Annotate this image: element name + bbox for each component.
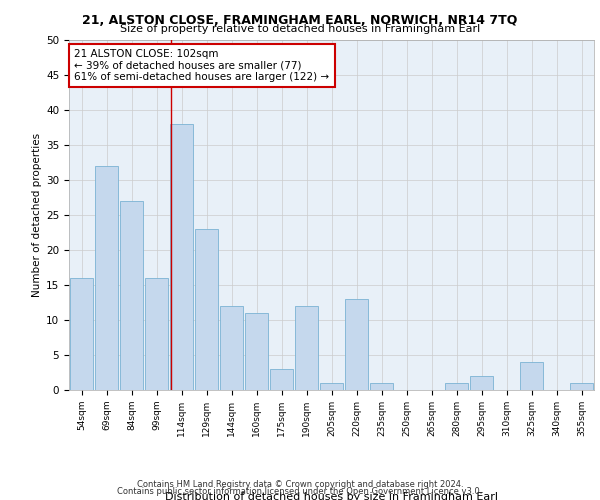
Bar — [269, 369, 293, 390]
Bar — [320, 383, 343, 390]
Bar — [95, 166, 118, 390]
Bar — [70, 278, 94, 390]
Text: 21 ALSTON CLOSE: 102sqm
← 39% of detached houses are smaller (77)
61% of semi-de: 21 ALSTON CLOSE: 102sqm ← 39% of detache… — [74, 49, 329, 82]
Text: Contains HM Land Registry data © Crown copyright and database right 2024.: Contains HM Land Registry data © Crown c… — [137, 480, 463, 489]
Bar — [569, 383, 593, 390]
Bar — [520, 362, 544, 390]
Y-axis label: Number of detached properties: Number of detached properties — [32, 133, 42, 297]
Bar — [145, 278, 169, 390]
Bar — [119, 201, 143, 390]
Bar — [470, 376, 493, 390]
Bar — [194, 229, 218, 390]
Text: Contains public sector information licensed under the Open Government Licence v3: Contains public sector information licen… — [118, 487, 482, 496]
Bar — [170, 124, 193, 390]
Text: Size of property relative to detached houses in Framingham Earl: Size of property relative to detached ho… — [120, 24, 480, 34]
Bar — [370, 383, 394, 390]
Bar — [445, 383, 469, 390]
Bar — [220, 306, 244, 390]
X-axis label: Distribution of detached houses by size in Framingham Earl: Distribution of detached houses by size … — [165, 492, 498, 500]
Bar — [344, 299, 368, 390]
Text: 21, ALSTON CLOSE, FRAMINGHAM EARL, NORWICH, NR14 7TQ: 21, ALSTON CLOSE, FRAMINGHAM EARL, NORWI… — [82, 14, 518, 27]
Bar — [245, 313, 268, 390]
Bar — [295, 306, 319, 390]
